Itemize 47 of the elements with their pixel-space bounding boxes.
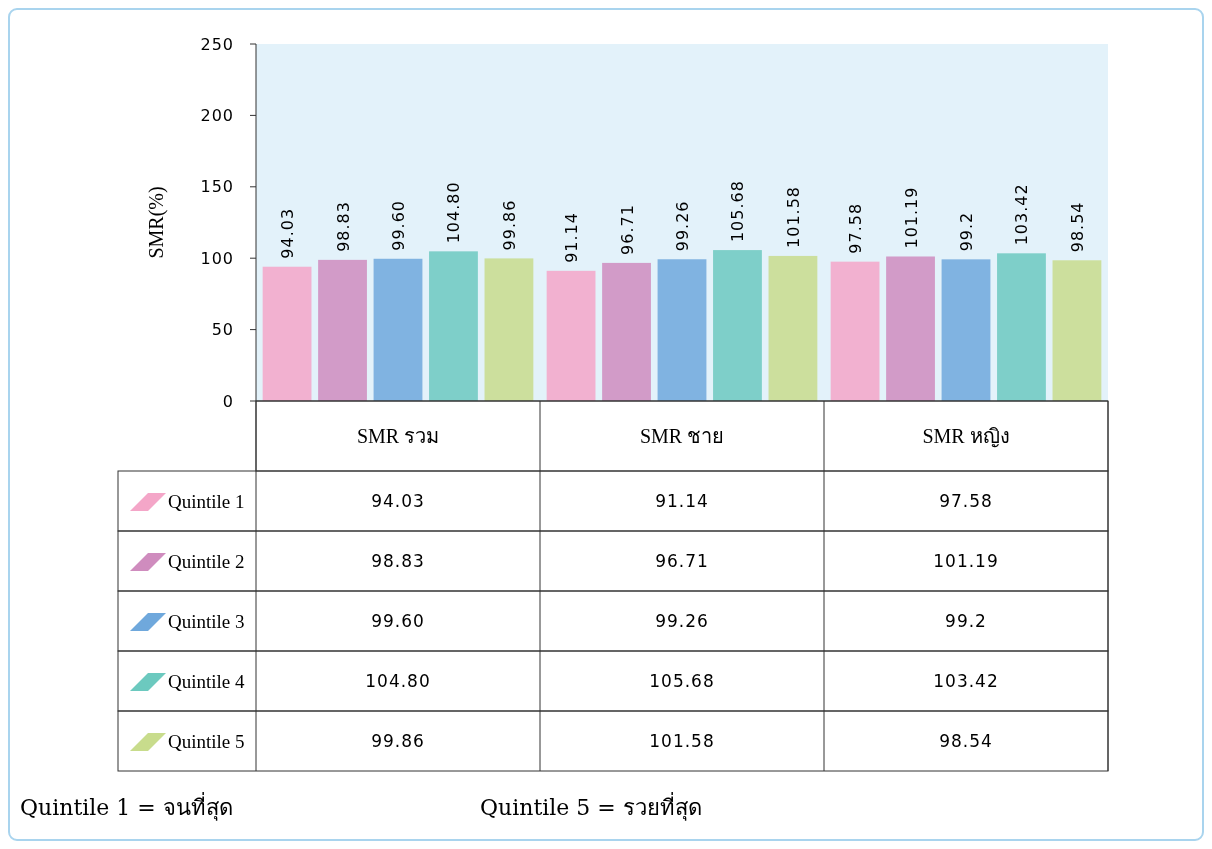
text: Quintile 1 = จนที่สุด	[20, 792, 233, 821]
text: 94.03	[278, 207, 298, 259]
text: 98.54	[1067, 201, 1087, 253]
text: 105.68	[728, 180, 748, 243]
text: 99.26	[673, 200, 692, 252]
y-axis-title: SMR(%)	[145, 186, 168, 259]
text: 98.83	[333, 201, 353, 252]
y-tick-label: 0	[222, 391, 234, 411]
data-label: 96.71	[655, 550, 709, 571]
data-label: 99.60	[371, 610, 425, 631]
data-label: 105.68	[649, 670, 715, 691]
text: 99.2	[957, 211, 976, 252]
text: 103.42	[1012, 183, 1032, 246]
y-tick-label: 200	[200, 106, 234, 125]
data-label: 103.42	[933, 670, 999, 691]
x-tick-label: SMR หญิง	[922, 425, 1010, 448]
text: 96.71	[617, 204, 637, 255]
data-label: 101.58	[649, 730, 715, 751]
y-tick-label: 50	[211, 320, 234, 340]
y-tick-label: 150	[200, 177, 234, 197]
data-label: 97.58	[939, 490, 993, 511]
text: 101.19	[901, 186, 921, 249]
legend-label: Quintile 4	[168, 670, 246, 692]
data-label: 98.54	[939, 730, 993, 751]
data-label: 91.14	[655, 490, 709, 511]
legend-label: Quintile 5	[168, 730, 245, 752]
legend-label: Quintile 1	[168, 490, 245, 512]
data-label: 94.03	[371, 490, 425, 511]
data-label: 98.83	[371, 550, 425, 571]
text: 97.58	[846, 202, 866, 254]
text: Quintile 5 = รวยที่สุด	[480, 792, 702, 821]
data-label: 99.2	[945, 610, 987, 631]
legend-label: Quintile 2	[168, 550, 245, 572]
x-tick-label: SMR รวม	[356, 425, 440, 447]
data-label: 101.19	[933, 550, 999, 571]
x-tick-label: SMR ชาย	[639, 425, 725, 447]
legend-label: Quintile 3	[168, 610, 245, 632]
text: 99.86	[499, 199, 519, 251]
y-tick-label: 100	[200, 248, 234, 268]
text: 91.14	[562, 212, 582, 263]
y-tick-label: 250	[200, 34, 234, 54]
text: 101.58	[783, 185, 803, 248]
data-label: 99.26	[655, 610, 709, 631]
text: 99.60	[389, 199, 408, 251]
data-label: 104.80	[365, 670, 431, 691]
text: 104.80	[444, 181, 464, 244]
data-label: 99.86	[371, 730, 425, 751]
